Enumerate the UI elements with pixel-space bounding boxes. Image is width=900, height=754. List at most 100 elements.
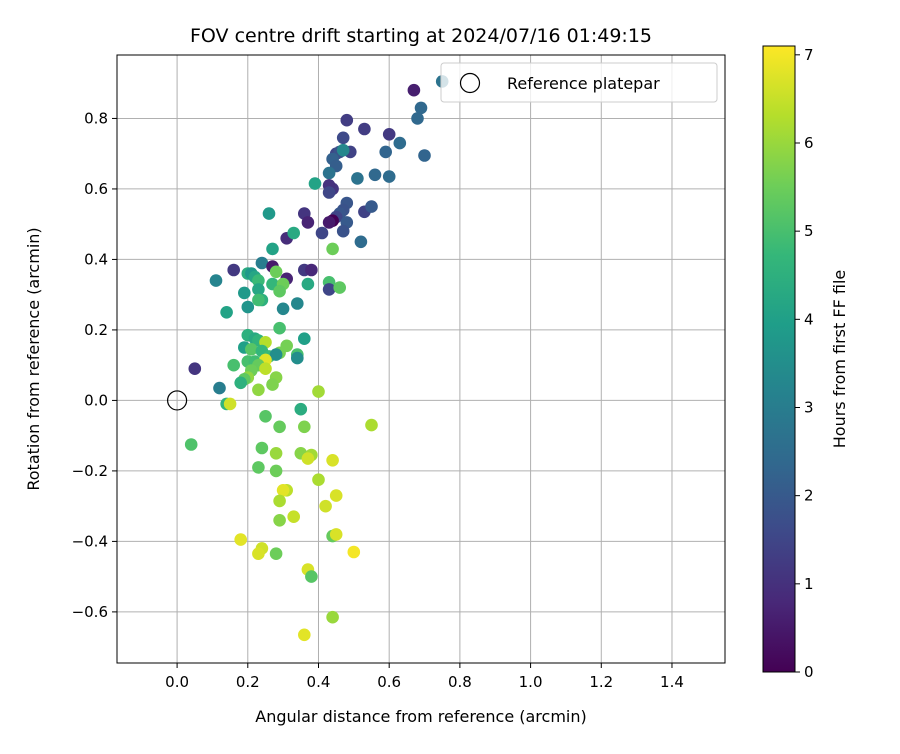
- scatter-point: [301, 216, 315, 229]
- scatter-point: [255, 256, 269, 270]
- legend: Reference platepar: [440, 62, 718, 103]
- y-tick-label: −0.2: [72, 462, 108, 480]
- scatter-point: [305, 263, 318, 277]
- scatter-point: [255, 441, 269, 455]
- scatter-point: [379, 145, 393, 159]
- scatter-point: [298, 332, 311, 346]
- scatter-point: [322, 186, 336, 199]
- y-tick-label: 0.4: [84, 250, 108, 268]
- scatter-point: [414, 101, 428, 115]
- x-tick-label: 0.2: [236, 673, 260, 691]
- scatter-point: [287, 510, 301, 523]
- y-tick-label: −0.6: [72, 603, 108, 621]
- reference-marker: [166, 390, 188, 411]
- scatter-point: [298, 420, 311, 434]
- chart-title: FOV centre drift starting at 2024/07/16 …: [190, 25, 652, 47]
- scatter-point: [273, 321, 286, 335]
- scatter-point: [269, 348, 283, 361]
- scatter-point: [382, 128, 396, 141]
- scatter-point: [287, 226, 301, 240]
- scatter-point: [301, 452, 315, 465]
- colorbar-tick-label: 4: [804, 310, 814, 328]
- scatter-point: [227, 358, 240, 372]
- colorbar-tick-label: 6: [804, 134, 814, 152]
- scatter-point: [252, 547, 265, 560]
- colorbar-tick-label: 2: [804, 487, 814, 505]
- scatter-point: [252, 283, 265, 296]
- scatter-point: [209, 274, 223, 287]
- y-tick-label: 0.2: [84, 321, 108, 339]
- scatter-point: [358, 122, 371, 136]
- x-axis-ticks: 0.0 0.2 0.4 0.6 0.8 1.0 1.2 1.4: [165, 663, 684, 691]
- legend-box: [440, 62, 718, 103]
- scatter-point: [291, 351, 304, 365]
- colorbar-tick-label: 0: [804, 663, 814, 681]
- scatter-point: [351, 172, 364, 185]
- scatter-point: [354, 235, 368, 249]
- y-axis-label: Rotation from reference (arcmin): [24, 227, 43, 490]
- colorbar-tick-label: 7: [804, 46, 814, 64]
- scatter-point: [266, 242, 279, 256]
- scatter-point: [213, 381, 226, 395]
- scatter-point: [308, 177, 322, 190]
- colorbar-label: Hours from first FF file: [830, 270, 849, 449]
- scatter-point: [259, 362, 272, 376]
- scatter-point: [407, 83, 421, 97]
- colorbar-ticks: 0 1 2 3 4 5 6 7: [795, 46, 814, 681]
- x-tick-label: 0.4: [307, 673, 331, 691]
- legend-marker: [459, 72, 481, 94]
- scatter-points: [184, 75, 449, 642]
- scatter-point: [322, 283, 336, 296]
- scatter-point: [291, 297, 304, 310]
- scatter-point: [266, 378, 279, 391]
- reference-point: [166, 390, 188, 411]
- scatter-point: [245, 343, 258, 356]
- scatter-point: [252, 274, 265, 287]
- scatter-point: [365, 200, 378, 213]
- scatter-point: [340, 113, 354, 127]
- y-tick-label: 0.8: [84, 109, 108, 127]
- scatter-point: [241, 300, 255, 314]
- scatter-point: [280, 339, 294, 353]
- plot-frame: [116, 54, 726, 664]
- x-tick-label: 0.0: [165, 673, 189, 691]
- scatter-point: [305, 570, 318, 583]
- scatter-point: [252, 461, 265, 474]
- scatter-point: [259, 410, 272, 423]
- scatter-point: [294, 402, 308, 416]
- scatter-point: [298, 628, 311, 642]
- scatter-point: [329, 528, 343, 541]
- scatter-point: [234, 533, 247, 546]
- scatter-point: [269, 547, 283, 560]
- scatter-point: [273, 514, 286, 527]
- scatter-point: [276, 302, 290, 316]
- grid: [117, 55, 725, 663]
- x-tick-label: 0.8: [448, 673, 472, 691]
- scatter-point: [227, 263, 240, 277]
- scatter-point: [276, 484, 290, 497]
- scatter-point: [393, 136, 407, 150]
- colorbar-tick-label: 3: [804, 398, 814, 416]
- x-tick-label: 1.4: [660, 673, 684, 691]
- scatter-point: [312, 473, 325, 487]
- scatter-point: [269, 447, 283, 460]
- x-tick-label: 0.6: [377, 673, 401, 691]
- scatter-point: [326, 454, 339, 467]
- scatter-point: [269, 464, 283, 478]
- scatter-point: [336, 143, 350, 157]
- scatter-point: [333, 281, 347, 294]
- scatter-point: [347, 545, 361, 559]
- scatter-point: [252, 383, 265, 397]
- scatter-point: [269, 265, 283, 279]
- scatter-point: [326, 610, 339, 624]
- x-tick-label: 1.0: [519, 673, 543, 691]
- scatter-point: [322, 166, 336, 180]
- scatter-point: [411, 112, 424, 125]
- scatter-point: [234, 376, 247, 390]
- y-axis-ticks: −0.6 −0.4 −0.2 0.0 0.2 0.4 0.6 0.8: [72, 109, 117, 621]
- colorbar-tick-label: 5: [804, 222, 814, 240]
- scatter-point: [418, 149, 431, 162]
- scatter-point: [329, 489, 343, 502]
- y-tick-label: 0.0: [84, 391, 108, 409]
